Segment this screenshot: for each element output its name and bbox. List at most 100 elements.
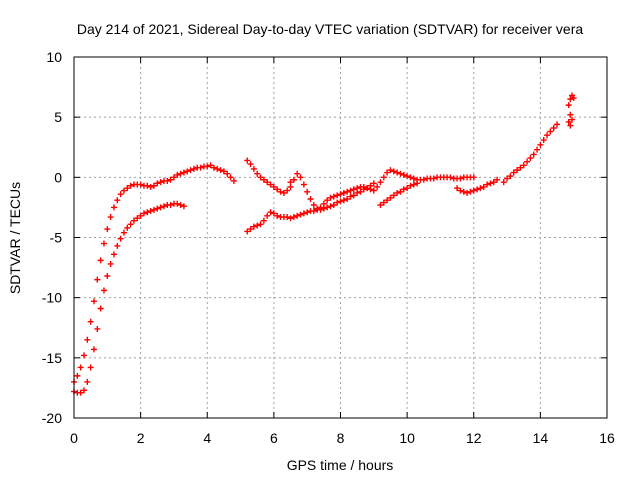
data-point <box>77 364 84 371</box>
x-tick-label: 0 <box>70 430 78 446</box>
data-point <box>87 318 94 325</box>
data-point <box>530 151 537 158</box>
data-point <box>87 364 94 371</box>
data-point <box>534 146 541 153</box>
data-point <box>307 195 314 202</box>
data-point <box>540 137 547 144</box>
data-point <box>244 228 251 235</box>
data-point <box>174 171 181 178</box>
data-point <box>254 222 261 229</box>
data-point <box>74 372 81 379</box>
data-point <box>110 204 117 211</box>
x-axis-label: GPS time / hours <box>287 457 394 473</box>
data-point <box>397 188 404 195</box>
x-tick-label: 10 <box>399 430 415 446</box>
data-point <box>350 186 357 193</box>
data-point <box>274 186 281 193</box>
data-point <box>284 214 291 221</box>
data-point <box>130 217 137 224</box>
data-point <box>390 192 397 199</box>
data-point <box>104 226 111 233</box>
data-point <box>380 174 387 181</box>
data-point <box>394 189 401 196</box>
data-point <box>304 209 311 216</box>
data-point <box>470 187 477 194</box>
data-point <box>177 202 184 209</box>
data-point <box>324 197 331 204</box>
x-tick-label: 12 <box>466 430 482 446</box>
data-point <box>377 202 384 209</box>
data-point <box>354 185 361 192</box>
data-point <box>124 185 131 192</box>
data-point <box>214 165 221 172</box>
data-point <box>157 179 164 186</box>
data-point <box>377 179 384 186</box>
data-point <box>250 165 257 172</box>
data-point <box>344 195 351 202</box>
data-point <box>407 182 414 189</box>
chart-title: Day 214 of 2021, Sidereal Day-to-day VTE… <box>77 21 583 37</box>
data-point <box>334 192 341 199</box>
data-point <box>340 189 347 196</box>
data-point <box>117 191 124 198</box>
data-point <box>290 214 297 221</box>
data-point <box>520 162 527 169</box>
data-point <box>517 164 524 171</box>
y-tick-label: -20 <box>42 410 62 426</box>
data-point <box>544 132 551 139</box>
data-point <box>270 210 277 217</box>
data-point <box>454 185 461 192</box>
data-point <box>294 170 301 177</box>
data-point <box>160 203 167 210</box>
data-point <box>334 199 341 206</box>
data-point <box>524 158 531 165</box>
data-point <box>317 204 324 211</box>
data-point <box>227 174 234 181</box>
data-point <box>140 210 147 217</box>
data-point <box>297 211 304 218</box>
data-point <box>277 188 284 195</box>
data-point <box>384 169 391 176</box>
data-point <box>410 175 417 182</box>
data-point <box>387 194 394 201</box>
data-point <box>150 206 157 213</box>
data-point <box>500 179 507 186</box>
data-point <box>370 180 377 187</box>
data-point <box>300 210 307 217</box>
data-point <box>404 185 411 192</box>
data-point <box>420 176 427 183</box>
data-point <box>537 141 544 148</box>
data-point <box>477 185 484 192</box>
data-point <box>330 193 337 200</box>
data-point <box>484 181 491 188</box>
data-point <box>274 212 281 219</box>
data-point <box>264 212 271 219</box>
data-point <box>94 276 101 283</box>
data-point <box>280 189 287 196</box>
data-point <box>360 183 367 190</box>
data-point <box>180 169 187 176</box>
data-point <box>314 205 321 212</box>
data-point <box>514 167 521 174</box>
data-point <box>247 161 254 168</box>
data-point <box>507 173 514 180</box>
data-point <box>287 179 294 186</box>
data-point <box>567 122 574 129</box>
data-point <box>154 180 161 187</box>
data-point <box>207 162 214 169</box>
y-tick-label: -10 <box>42 290 62 306</box>
data-point <box>504 175 511 182</box>
data-point <box>144 209 151 216</box>
data-point <box>187 167 194 174</box>
data-point <box>267 209 274 216</box>
data-point <box>374 183 381 190</box>
data-point <box>180 203 187 210</box>
data-point <box>470 174 477 181</box>
data-point <box>167 176 174 183</box>
data-point <box>480 183 487 190</box>
data-point <box>124 224 131 231</box>
data-point <box>567 96 574 103</box>
data-point <box>347 193 354 200</box>
data-point <box>294 212 301 219</box>
